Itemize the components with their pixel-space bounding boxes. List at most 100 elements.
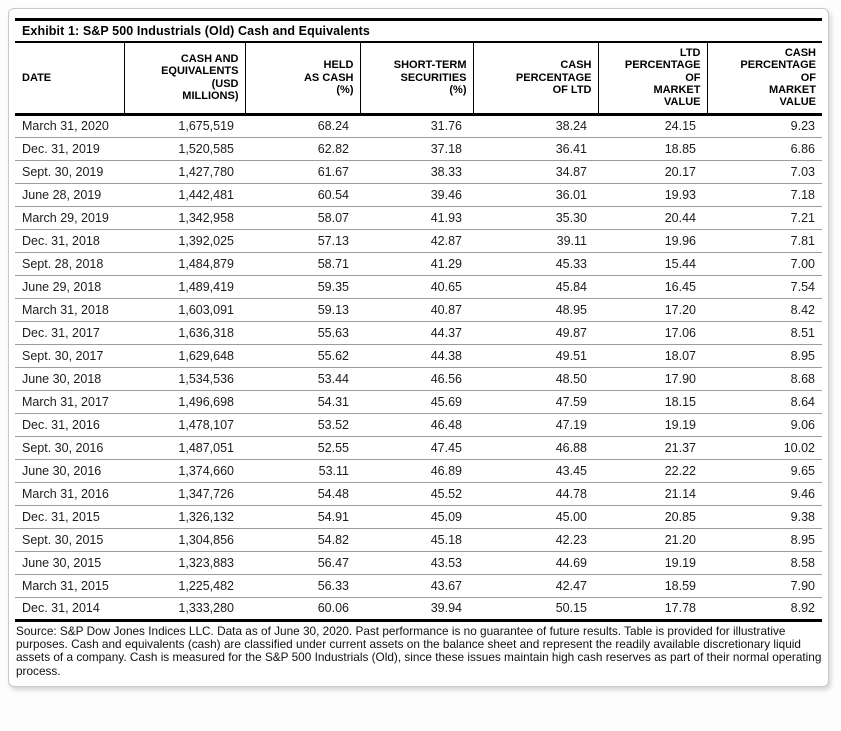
- cell-cash-percentage-of-market-value: 8.95: [707, 528, 822, 552]
- cell-date: Dec. 31, 2018: [15, 229, 124, 253]
- cell-cash-and-equivalents: 1,603,091: [124, 298, 245, 322]
- cell-cash-percentage-of-ltd: 42.23: [473, 528, 598, 552]
- cell-held-as-cash: 59.13: [245, 298, 360, 322]
- column-header-cash-percentage-of-market-value: CASH PERCENTAGE OF MARKET VALUE: [706, 43, 822, 116]
- cell-cash-percentage-of-ltd: 44.69: [473, 551, 598, 575]
- cell-cash-and-equivalents: 1,342,958: [124, 206, 245, 230]
- cell-ltd-percentage-of-market-value: 15.44: [598, 252, 707, 276]
- cell-cash-percentage-of-ltd: 48.50: [473, 367, 598, 391]
- cell-ltd-percentage-of-market-value: 19.19: [598, 413, 707, 437]
- cell-short-term-securities: 45.69: [360, 390, 473, 414]
- cell-cash-percentage-of-ltd: 45.33: [473, 252, 598, 276]
- cell-ltd-percentage-of-market-value: 21.14: [598, 482, 707, 506]
- cell-held-as-cash: 56.47: [245, 551, 360, 575]
- cell-cash-percentage-of-market-value: 9.38: [707, 505, 822, 529]
- cell-cash-percentage-of-ltd: 36.41: [473, 137, 598, 161]
- cell-cash-and-equivalents: 1,534,536: [124, 367, 245, 391]
- cell-short-term-securities: 41.93: [360, 206, 473, 230]
- cell-cash-and-equivalents: 1,392,025: [124, 229, 245, 253]
- cell-short-term-securities: 42.87: [360, 229, 473, 253]
- cell-short-term-securities: 45.18: [360, 528, 473, 552]
- cell-cash-percentage-of-ltd: 39.11: [473, 229, 598, 253]
- cell-date: Sept. 30, 2019: [15, 160, 124, 184]
- cell-held-as-cash: 57.13: [245, 229, 360, 253]
- cell-cash-percentage-of-ltd: 44.78: [473, 482, 598, 506]
- table-row: Dec. 31, 2018 1,392,025 57.13 42.87 39.11 19.…: [15, 229, 822, 253]
- cell-cash-percentage-of-market-value: 7.18: [707, 183, 822, 207]
- cell-held-as-cash: 55.62: [245, 344, 360, 368]
- cell-held-as-cash: 54.48: [245, 482, 360, 506]
- cell-ltd-percentage-of-market-value: 18.85: [598, 137, 707, 161]
- cell-cash-percentage-of-ltd: 42.47: [473, 574, 598, 598]
- cell-date: March 31, 2017: [15, 390, 124, 414]
- cell-cash-percentage-of-ltd: 47.19: [473, 413, 598, 437]
- cell-cash-percentage-of-ltd: 49.87: [473, 321, 598, 345]
- cell-cash-percentage-of-market-value: 9.65: [707, 459, 822, 483]
- cell-date: June 30, 2018: [15, 367, 124, 391]
- cell-ltd-percentage-of-market-value: 18.07: [598, 344, 707, 368]
- cell-cash-percentage-of-ltd: 45.84: [473, 275, 598, 299]
- table-row: March 31, 2016 1,347,726 54.48 45.52 44.78 21…: [15, 482, 822, 506]
- table-header-row: DATE CASH AND EQUIVALENTS (USD MILLIONS) H…: [15, 43, 822, 116]
- table-row: March 31, 2017 1,496,698 54.31 45.69 47.59 18…: [15, 390, 822, 414]
- cell-cash-and-equivalents: 1,489,419: [124, 275, 245, 299]
- cell-cash-percentage-of-market-value: 6.86: [707, 137, 822, 161]
- cell-date: March 31, 2015: [15, 574, 124, 598]
- cell-cash-percentage-of-market-value: 8.92: [790, 601, 815, 616]
- cell-cash-percentage-of-market-value: 8.68: [707, 367, 822, 391]
- cell-ltd-percentage-of-market-value: 17.06: [598, 321, 707, 345]
- cell-short-term-securities: 38.33: [360, 160, 473, 184]
- table-row: Sept. 30, 2019 1,427,780 61.67 38.33 34.87 20…: [15, 160, 822, 184]
- cell-cash-percentage-of-market-value: 8.58: [707, 551, 822, 575]
- cell-short-term-securities: 39.94: [430, 601, 462, 616]
- cell-date: Sept. 30, 2017: [15, 344, 124, 368]
- cell-ltd-percentage-of-market-value: 18.59: [598, 574, 707, 598]
- column-header-date: DATE: [15, 43, 124, 116]
- cell-cash-percentage-of-market-value: 7.00: [707, 252, 822, 276]
- cell-cash-percentage-of-market-value: 8.64: [707, 390, 822, 414]
- cell-cash-and-equivalents: 1,520,585: [124, 137, 245, 161]
- cell-held-as-cash: 53.11: [245, 459, 360, 483]
- cell-held-as-cash: 56.33: [245, 574, 360, 598]
- table-body: March 31, 2020 1,675,519 68.24 31.76 38.24 24…: [15, 114, 822, 620]
- table-row: Dec. 31, 2014 1,333,280 60.06 39.94 50.15 17.…: [15, 597, 822, 620]
- cell-date: June 30, 2016: [15, 459, 124, 483]
- cell-date: March 31, 2018: [15, 298, 124, 322]
- cell-date: Sept. 28, 2018: [15, 252, 124, 276]
- table-row: Sept. 30, 2016 1,487,051 52.55 47.45 46.88 21…: [15, 436, 822, 460]
- column-header-held-as-cash: HELD AS CASH (%): [244, 43, 360, 116]
- cell-cash-percentage-of-market-value: 9.46: [707, 482, 822, 506]
- cell-cash-and-equivalents: 1,225,482: [124, 574, 245, 598]
- cell-held-as-cash: 54.82: [245, 528, 360, 552]
- table-row: June 30, 2016 1,374,660 53.11 46.89 43.45 22.…: [15, 459, 822, 483]
- cell-ltd-percentage-of-market-value: 17.90: [598, 367, 707, 391]
- cell-cash-percentage-of-ltd: 43.45: [473, 459, 598, 483]
- table-header: DATE CASH AND EQUIVALENTS (USD MILLIONS) H…: [15, 43, 822, 116]
- cell-short-term-securities: 45.52: [360, 482, 473, 506]
- table-row: Dec. 31, 2016 1,478,107 53.52 46.48 47.19 19.…: [15, 413, 822, 437]
- cell-short-term-securities: 37.18: [360, 137, 473, 161]
- cell-short-term-securities: 43.67: [360, 574, 473, 598]
- cell-cash-and-equivalents: 1,427,780: [124, 160, 245, 184]
- table-row: March 31, 2015 1,225,482 56.33 43.67 42.47 18…: [15, 574, 822, 598]
- cell-short-term-securities: 47.45: [360, 436, 473, 460]
- cell-date: Dec. 31, 2015: [15, 505, 124, 529]
- cell-date: June 30, 2015: [15, 551, 124, 575]
- cell-cash-and-equivalents: 1,323,883: [124, 551, 245, 575]
- cell-cash-and-equivalents: 1,478,107: [124, 413, 245, 437]
- cell-short-term-securities: 39.46: [360, 183, 473, 207]
- cell-held-as-cash: 62.82: [245, 137, 360, 161]
- cell-cash-and-equivalents: 1,636,318: [124, 321, 245, 345]
- column-header-cash-and-equivalents: CASH AND EQUIVALENTS (USD MILLIONS): [123, 43, 245, 116]
- table-row: June 29, 2018 1,489,419 59.35 40.65 45.84 16.…: [15, 275, 822, 299]
- cell-cash-and-equivalents: 1,374,660: [124, 459, 245, 483]
- table-row: March 31, 2018 1,603,091 59.13 40.87 48.95 17…: [15, 298, 822, 322]
- cell-cash-and-equivalents: 1,326,132: [124, 505, 245, 529]
- cell-held-as-cash: 68.24: [245, 114, 360, 138]
- cell-held-as-cash: 60.06: [317, 601, 349, 616]
- cell-cash-and-equivalents: 1,484,879: [124, 252, 245, 276]
- cell-cash-percentage-of-ltd: 45.00: [473, 505, 598, 529]
- cell-ltd-percentage-of-market-value: 16.45: [598, 275, 707, 299]
- column-header-short-term-securities: SHORT-TERM SECURITIES (%): [359, 43, 473, 116]
- cell-held-as-cash: 55.63: [245, 321, 360, 345]
